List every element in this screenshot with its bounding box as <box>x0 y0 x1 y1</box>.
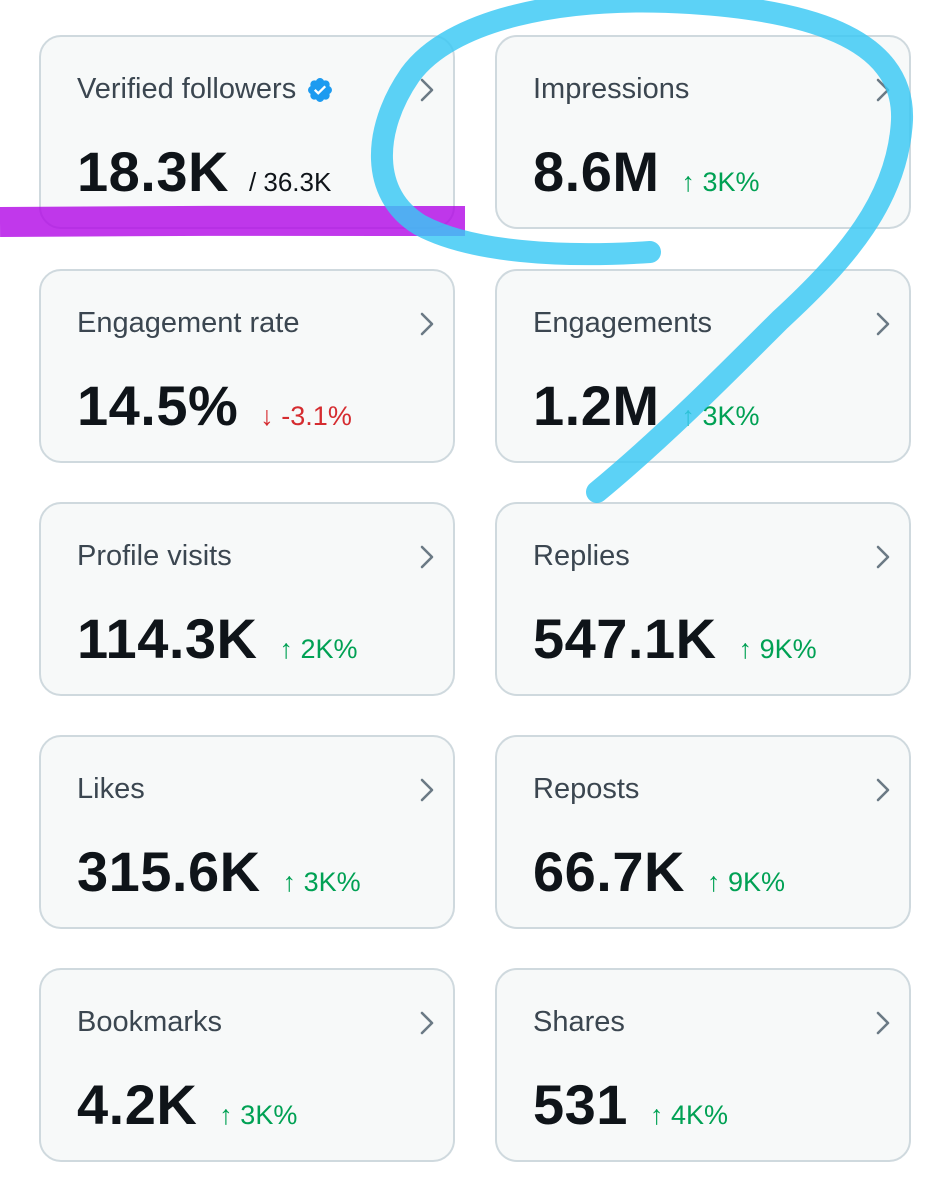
chevron-right-icon[interactable] <box>417 1010 437 1036</box>
card-bookmarks[interactable]: Bookmarks 4.2K ↑ 3K% <box>39 968 455 1162</box>
card-label: Profile visits <box>77 540 232 572</box>
card-label: Bookmarks <box>77 1006 223 1038</box>
card-value: 4.2K <box>77 1073 198 1136</box>
chevron-right-icon[interactable] <box>873 1010 893 1036</box>
card-value: 8.6M <box>533 140 660 203</box>
card-change: ↑ 2K% <box>279 634 358 664</box>
card-verified-followers[interactable]: Verified followers 18.3K / 36.3K <box>39 35 455 229</box>
card-change: ↑ 3K% <box>681 401 760 431</box>
card-profile-visits[interactable]: Profile visits 114.3K ↑ 2K% <box>39 502 455 696</box>
card-likes[interactable]: Likes 315.6K ↑ 3K% <box>39 735 455 929</box>
card-label: Shares <box>533 1006 625 1038</box>
card-value: 531 <box>533 1073 628 1136</box>
card-total: / 36.3K <box>248 167 332 197</box>
card-value: 114.3K <box>77 607 258 670</box>
card-value: 14.5% <box>77 374 239 437</box>
card-change: ↑ 9K% <box>706 867 785 897</box>
card-change: ↑ 3K% <box>282 867 361 897</box>
card-label: Likes <box>77 773 145 805</box>
chevron-right-icon[interactable] <box>417 311 437 337</box>
chevron-right-icon[interactable] <box>417 544 437 570</box>
chevron-right-icon[interactable] <box>873 777 893 803</box>
card-reposts[interactable]: Reposts 66.7K ↑ 9K% <box>495 735 911 929</box>
card-label: Replies <box>533 540 630 572</box>
card-label: Engagements <box>533 307 712 339</box>
card-shares[interactable]: Shares 531 ↑ 4K% <box>495 968 911 1162</box>
card-label: Verified followers <box>77 73 297 105</box>
card-engagements[interactable]: Engagements 1.2M ↑ 3K% <box>495 269 911 463</box>
chevron-right-icon[interactable] <box>873 311 893 337</box>
chevron-right-icon[interactable] <box>417 77 437 103</box>
card-label: Engagement rate <box>77 307 300 339</box>
card-value: 315.6K <box>77 840 261 903</box>
card-value: 547.1K <box>533 607 717 670</box>
card-label: Impressions <box>533 73 690 105</box>
chevron-right-icon[interactable] <box>417 777 437 803</box>
card-label: Reposts <box>533 773 640 805</box>
card-value: 1.2M <box>533 374 660 437</box>
card-change: ↑ 9K% <box>738 634 817 664</box>
chevron-right-icon[interactable] <box>873 544 893 570</box>
card-replies[interactable]: Replies 547.1K ↑ 9K% <box>495 502 911 696</box>
card-value: 18.3K <box>77 140 229 203</box>
verified-badge-icon <box>308 77 333 102</box>
card-change: ↑ 3K% <box>681 167 760 197</box>
card-engagement-rate[interactable]: Engagement rate 14.5% ↓ -3.1% <box>39 269 455 463</box>
card-change: ↑ 4K% <box>649 1100 728 1130</box>
card-change: ↑ 3K% <box>219 1100 298 1130</box>
card-value: 66.7K <box>533 840 685 903</box>
chevron-right-icon[interactable] <box>873 77 893 103</box>
card-impressions[interactable]: Impressions 8.6M ↑ 3K% <box>495 35 911 229</box>
card-change: ↓ -3.1% <box>260 401 352 431</box>
